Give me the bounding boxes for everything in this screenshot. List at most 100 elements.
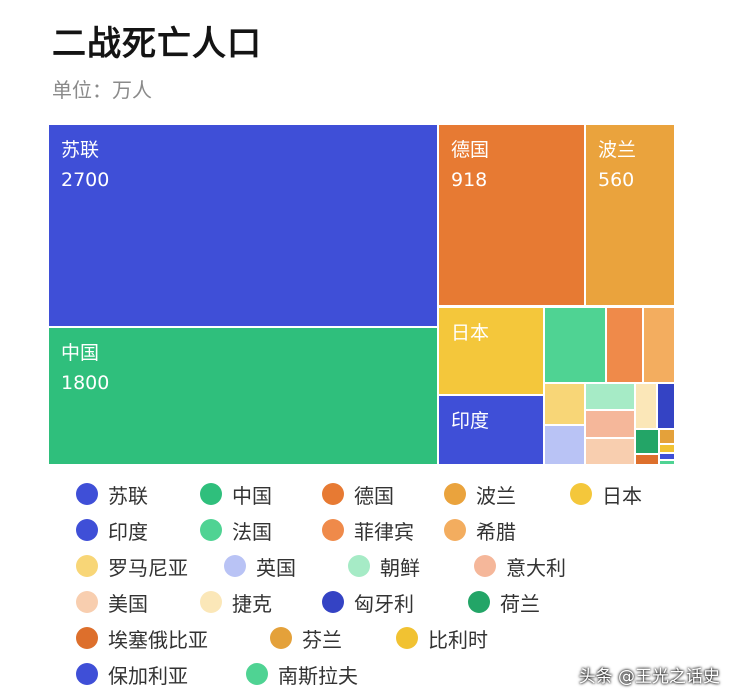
- legend-label: 比利时: [428, 627, 488, 652]
- legend-swatch: [322, 483, 344, 505]
- treemap-cell-4: [586, 125, 674, 305]
- treemap-cell-5: [439, 308, 543, 394]
- cell-name-label: 德国: [451, 139, 489, 161]
- legend-item[interactable]: 匈牙利: [322, 588, 414, 616]
- cell-name-label: 印度: [451, 410, 489, 432]
- legend-item[interactable]: 南斯拉夫: [246, 660, 358, 688]
- legend-label: 美国: [108, 591, 148, 616]
- legend-label: 印度: [108, 519, 148, 544]
- legend-item[interactable]: 日本: [570, 480, 642, 508]
- legend-swatch: [474, 555, 496, 577]
- legend-swatch: [444, 483, 466, 505]
- treemap-cell-9: [644, 308, 674, 382]
- legend-swatch: [322, 519, 344, 541]
- cell-value-label: 1800: [61, 372, 109, 394]
- legend-swatch: [200, 483, 222, 505]
- legend-item[interactable]: 意大利: [474, 552, 566, 580]
- treemap-cell-12: [586, 384, 634, 409]
- cell-name-label: 中国: [61, 342, 99, 364]
- legend-swatch: [224, 555, 246, 577]
- legend-item[interactable]: 保加利亚: [76, 660, 188, 688]
- legend-item[interactable]: 希腊: [444, 516, 516, 544]
- legend-item[interactable]: 中国: [200, 480, 272, 508]
- chart-title: 二战死亡人口: [52, 24, 262, 64]
- legend-item[interactable]: 法国: [200, 516, 272, 544]
- treemap-cell-21: [660, 454, 674, 459]
- legend-item[interactable]: 印度: [76, 516, 148, 544]
- legend-item[interactable]: 朝鲜: [348, 552, 420, 580]
- legend-label: 菲律宾: [354, 519, 414, 544]
- legend-item[interactable]: 波兰: [444, 480, 516, 508]
- legend-label: 德国: [354, 483, 394, 508]
- legend-item[interactable]: 比利时: [396, 624, 488, 652]
- legend-swatch: [76, 663, 98, 685]
- treemap-cell-14: [586, 439, 634, 464]
- legend-label: 捷克: [232, 591, 272, 616]
- legend-swatch: [76, 519, 98, 541]
- legend-item[interactable]: 英国: [224, 552, 296, 580]
- legend-swatch: [570, 483, 592, 505]
- legend-swatch: [200, 519, 222, 541]
- legend-label: 希腊: [476, 519, 516, 544]
- treemap-cell-16: [658, 384, 674, 428]
- treemap-cell-2: [49, 328, 437, 464]
- legend-swatch: [76, 591, 98, 613]
- legend-swatch: [468, 591, 490, 613]
- legend-swatch: [322, 591, 344, 613]
- legend-label: 英国: [256, 555, 296, 580]
- treemap-cell-8: [607, 308, 642, 382]
- cell-name-label: 波兰: [598, 139, 636, 161]
- legend-swatch: [396, 627, 418, 649]
- legend-label: 荷兰: [500, 591, 540, 616]
- treemap-cell-11: [545, 426, 584, 464]
- legend-swatch: [444, 519, 466, 541]
- legend-label: 中国: [232, 483, 272, 508]
- legend-item[interactable]: 美国: [76, 588, 148, 616]
- legend-label: 朝鲜: [380, 555, 420, 580]
- treemap-cell-10: [545, 384, 584, 424]
- legend-swatch: [200, 591, 222, 613]
- chart-subtitle: 单位：万人: [52, 78, 152, 102]
- legend-label: 保加利亚: [108, 663, 188, 688]
- cell-value-label: 918: [451, 169, 487, 191]
- treemap-cell-19: [660, 430, 674, 443]
- legend-label: 南斯拉夫: [278, 663, 358, 688]
- legend-label: 日本: [602, 483, 642, 508]
- legend-label: 法国: [232, 519, 272, 544]
- treemap-cell-6: [439, 396, 543, 464]
- legend-swatch: [76, 483, 98, 505]
- legend-label: 意大利: [506, 555, 566, 580]
- legend-swatch: [270, 627, 292, 649]
- legend-item[interactable]: 菲律宾: [322, 516, 414, 544]
- legend-swatch: [76, 627, 98, 649]
- legend-swatch: [246, 663, 268, 685]
- legend-label: 罗马尼亚: [108, 555, 188, 580]
- legend-item[interactable]: 捷克: [200, 588, 272, 616]
- treemap-cell-22: [660, 461, 674, 464]
- legend-item[interactable]: 埃塞俄比亚: [76, 624, 208, 652]
- legend-label: 波兰: [476, 483, 516, 508]
- treemap-cell-15: [636, 384, 656, 428]
- legend-swatch: [348, 555, 370, 577]
- legend-item[interactable]: 罗马尼亚: [76, 552, 188, 580]
- treemap-cell-20: [660, 445, 674, 452]
- legend-swatch: [76, 555, 98, 577]
- treemap-cell-7: [545, 308, 605, 382]
- treemap-cell-13: [586, 411, 634, 437]
- cell-value-label: 560: [598, 169, 634, 191]
- cell-name-label: 苏联: [61, 139, 99, 161]
- legend-item[interactable]: 德国: [322, 480, 394, 508]
- legend-item[interactable]: 芬兰: [270, 624, 342, 652]
- watermark: 头条 @王光之话史: [578, 667, 720, 687]
- treemap-cell-18: [636, 455, 658, 464]
- treemap-cell-3: [439, 125, 584, 305]
- cell-name-label: 日本: [451, 322, 489, 344]
- legend-item[interactable]: 苏联: [76, 480, 148, 508]
- treemap-cell-1: [49, 125, 437, 326]
- legend-label: 埃塞俄比亚: [108, 627, 208, 652]
- legend-label: 芬兰: [302, 627, 342, 652]
- legend-item[interactable]: 荷兰: [468, 588, 540, 616]
- treemap-cell-17: [636, 430, 658, 453]
- cell-value-label: 2700: [61, 169, 109, 191]
